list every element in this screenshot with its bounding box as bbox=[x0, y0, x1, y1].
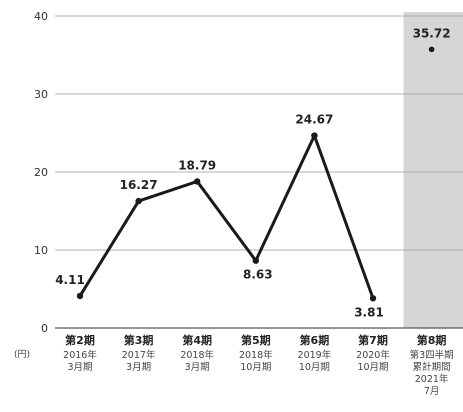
data-label: 3.81 bbox=[354, 305, 384, 319]
highlight-band bbox=[403, 12, 463, 328]
data-point bbox=[252, 257, 259, 264]
data-label: 16.27 bbox=[120, 178, 158, 192]
x-tick-label: 第3期 bbox=[124, 333, 154, 347]
y-tick-label: 40 bbox=[34, 10, 48, 23]
grid-lines bbox=[55, 15, 463, 329]
data-point bbox=[369, 295, 377, 302]
y-tick-label: 10 bbox=[34, 244, 48, 257]
x-tick-label: 第4期 bbox=[182, 333, 212, 347]
x-tick-sublabel: 累計期間 bbox=[413, 361, 451, 373]
x-tick-sublabel: 3月期 bbox=[126, 362, 151, 373]
y-tick-label: 0 bbox=[41, 322, 48, 335]
x-tick-sublabel: 2021年 bbox=[415, 373, 449, 385]
data-point bbox=[311, 132, 318, 139]
x-axis-labels: 第2期2016年3月期第3期2017年3月期第4期2018年3月期第5期2018… bbox=[63, 333, 453, 397]
data-label: 24.67 bbox=[295, 113, 333, 127]
x-tick-sublabel: 2020年 bbox=[356, 349, 390, 361]
data-label: 4.11 bbox=[55, 273, 85, 287]
data-points bbox=[76, 46, 435, 302]
unit-label: (円) bbox=[14, 349, 30, 360]
x-tick-sublabel: 7月 bbox=[424, 386, 440, 397]
data-label: 35.72 bbox=[413, 26, 451, 40]
x-tick-sublabel: 2018年 bbox=[180, 349, 214, 361]
x-tick-sublabel: 3月期 bbox=[67, 362, 92, 373]
value-labels: 4.11 16.27 18.79 8.63 24.67 3.81 35.72 bbox=[55, 26, 450, 319]
x-tick-label: 第2期 bbox=[65, 333, 95, 347]
x-tick-sublabel: 2018年 bbox=[239, 349, 273, 361]
x-tick-sublabel: 2016年 bbox=[63, 349, 97, 361]
y-tick-label: 30 bbox=[34, 88, 48, 101]
y-axis-ticks: 0 10 20 30 40 bbox=[34, 10, 48, 335]
x-tick-sublabel: 10月期 bbox=[240, 362, 271, 373]
data-label: 18.79 bbox=[178, 158, 216, 172]
x-tick-sublabel: 第3四半期 bbox=[410, 349, 454, 361]
data-point bbox=[135, 197, 142, 205]
x-tick-sublabel: 2017年 bbox=[122, 349, 156, 361]
x-tick-label: 第8期 bbox=[417, 333, 447, 347]
data-point bbox=[76, 292, 84, 300]
x-tick-label: 第5期 bbox=[241, 333, 271, 347]
y-tick-label: 20 bbox=[34, 166, 48, 179]
x-tick-sublabel: 2019年 bbox=[298, 349, 332, 361]
data-point bbox=[194, 178, 201, 185]
x-tick-sublabel: 3月期 bbox=[185, 362, 210, 373]
x-tick-label: 第7期 bbox=[358, 333, 388, 347]
series-polyline bbox=[78, 134, 375, 299]
x-tick-sublabel: 10月期 bbox=[299, 362, 330, 373]
series-line bbox=[78, 134, 375, 299]
x-tick-sublabel: 10月期 bbox=[357, 362, 388, 373]
x-tick-label: 第6期 bbox=[300, 333, 330, 347]
data-point bbox=[428, 46, 435, 53]
data-label: 8.63 bbox=[243, 268, 273, 282]
